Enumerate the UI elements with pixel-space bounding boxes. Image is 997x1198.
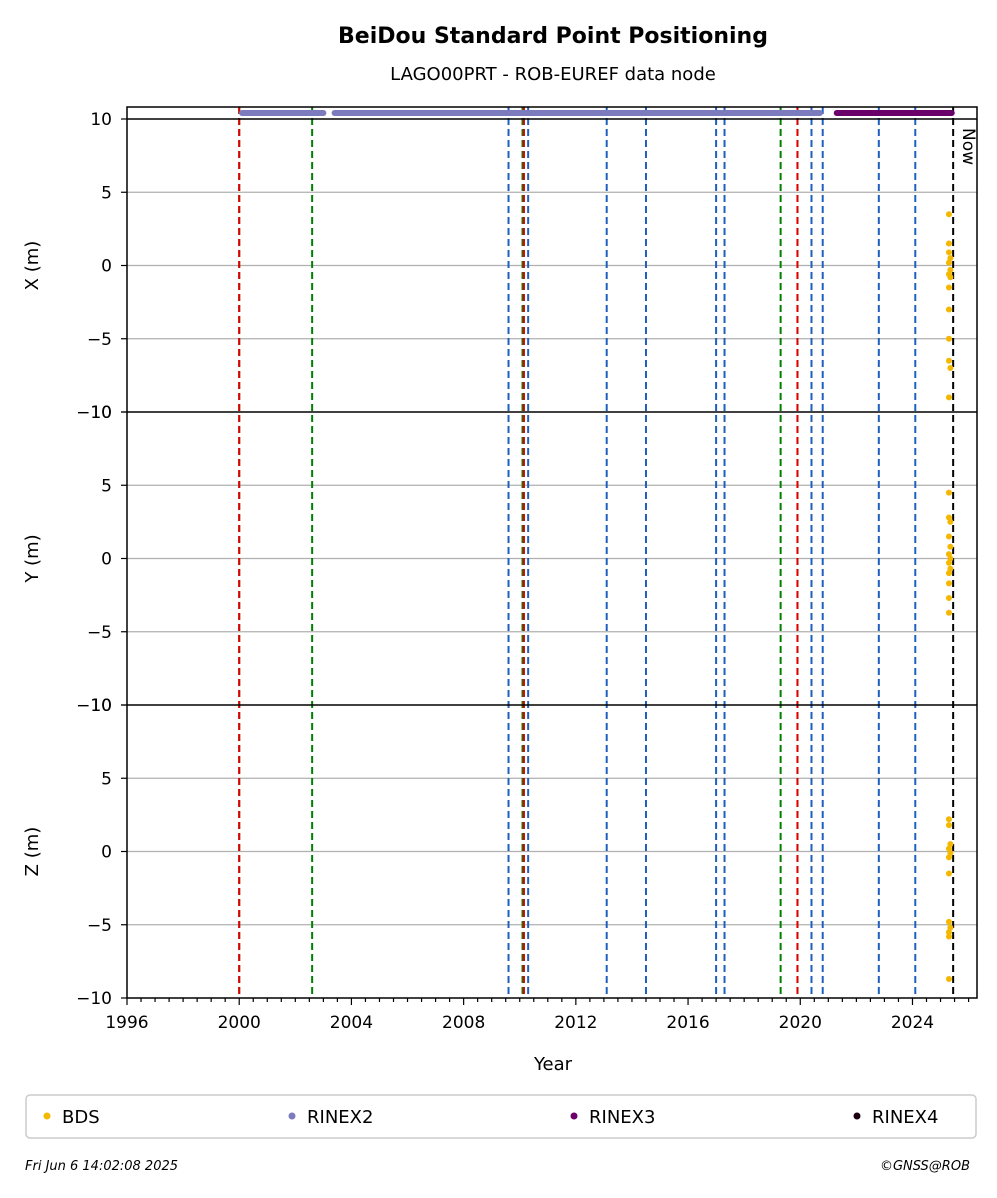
y-axis-label: Y (m) (22, 534, 43, 583)
legend-label: RINEX2 (307, 1107, 373, 1128)
footer-timestamp: Fri Jun 6 14:02:08 2025 (25, 1159, 178, 1174)
bds-point (945, 306, 952, 313)
y-tick-label: 10 (90, 110, 112, 130)
y-tick-label: −5 (87, 916, 112, 936)
y-tick-label: 0 (101, 257, 112, 277)
y-tick-label: 0 (101, 843, 112, 863)
data-points (945, 211, 954, 982)
bds-point (945, 816, 952, 823)
legend-marker (570, 1112, 578, 1120)
x-tick-label: 2024 (891, 1013, 934, 1033)
bds-point (947, 518, 954, 525)
bds-point (945, 918, 952, 925)
y-tick-label: 5 (101, 476, 112, 496)
bds-point (945, 929, 952, 936)
bds-point (945, 975, 952, 982)
x-tick-label: 2000 (218, 1013, 261, 1033)
bds-point (945, 822, 952, 829)
bds-point (945, 240, 952, 247)
x-tick-label: 1996 (105, 1013, 148, 1033)
now-label: Now (958, 128, 978, 165)
y-tick-label: 5 (101, 183, 112, 203)
chart-title: BeiDou Standard Point Positioning (338, 24, 768, 49)
bds-point (945, 394, 952, 401)
x-tick-label: 2020 (779, 1013, 822, 1033)
bds-point (945, 335, 952, 342)
bds-point (945, 249, 952, 256)
bds-point (945, 357, 952, 364)
footer-copyright: ©GNSS@ROB (880, 1159, 970, 1174)
bds-point (945, 259, 952, 266)
legend-label: RINEX3 (589, 1107, 655, 1128)
y-axis-label: Z (m) (22, 827, 43, 877)
bds-point (945, 284, 952, 291)
chart-subtitle: LAGO00PRT - ROB-EUREF data node (390, 64, 716, 85)
y-tick-label: −5 (87, 623, 112, 643)
legend-label: RINEX4 (872, 1107, 938, 1128)
bds-point (945, 609, 952, 616)
legend-marker (853, 1112, 861, 1120)
bds-point (945, 559, 952, 566)
bds-point (945, 580, 952, 587)
x-tick-label: 2012 (554, 1013, 597, 1033)
y-tick-label: −10 (76, 403, 112, 423)
bds-point (947, 365, 954, 372)
y-tick-label: −5 (87, 330, 112, 350)
bds-point (947, 274, 954, 281)
x-tick-label: 2016 (666, 1013, 709, 1033)
y-tick-label: −10 (76, 696, 112, 716)
event-lines: Now (238, 107, 978, 998)
bds-point (945, 211, 952, 218)
bds-point (945, 933, 952, 940)
y-tick-label: 10 (90, 403, 112, 423)
x-axis-label: Year (533, 1054, 573, 1075)
legend-marker (43, 1112, 51, 1120)
bds-point (945, 570, 952, 577)
legend: BDS RINEX2 RINEX3 RINEX4 (25, 1094, 977, 1139)
bds-point (945, 533, 952, 540)
y-tick-label: 5 (101, 769, 112, 789)
bds-point (947, 543, 954, 550)
x-tick-label: 2008 (442, 1013, 485, 1033)
bds-point (945, 595, 952, 602)
y-axis-label: X (m) (22, 241, 43, 291)
bds-point (945, 489, 952, 496)
legend-marker (288, 1112, 296, 1120)
bds-point (945, 854, 952, 861)
legend-label: BDS (62, 1107, 100, 1128)
x-tick-label: 2004 (330, 1013, 373, 1033)
y-tick-label: −10 (76, 989, 112, 1009)
axes: −10 −5 0 5 10 X (m) −10 −5 0 5 10 Y (m) −10 −5 0 5 10 Z (… (22, 106, 978, 1033)
legend-box (25, 1094, 977, 1139)
y-tick-label: 10 (90, 696, 112, 716)
y-tick-label: 0 (101, 550, 112, 570)
grid (127, 191, 977, 926)
plot-frame (126, 106, 978, 999)
bds-point (945, 870, 952, 877)
